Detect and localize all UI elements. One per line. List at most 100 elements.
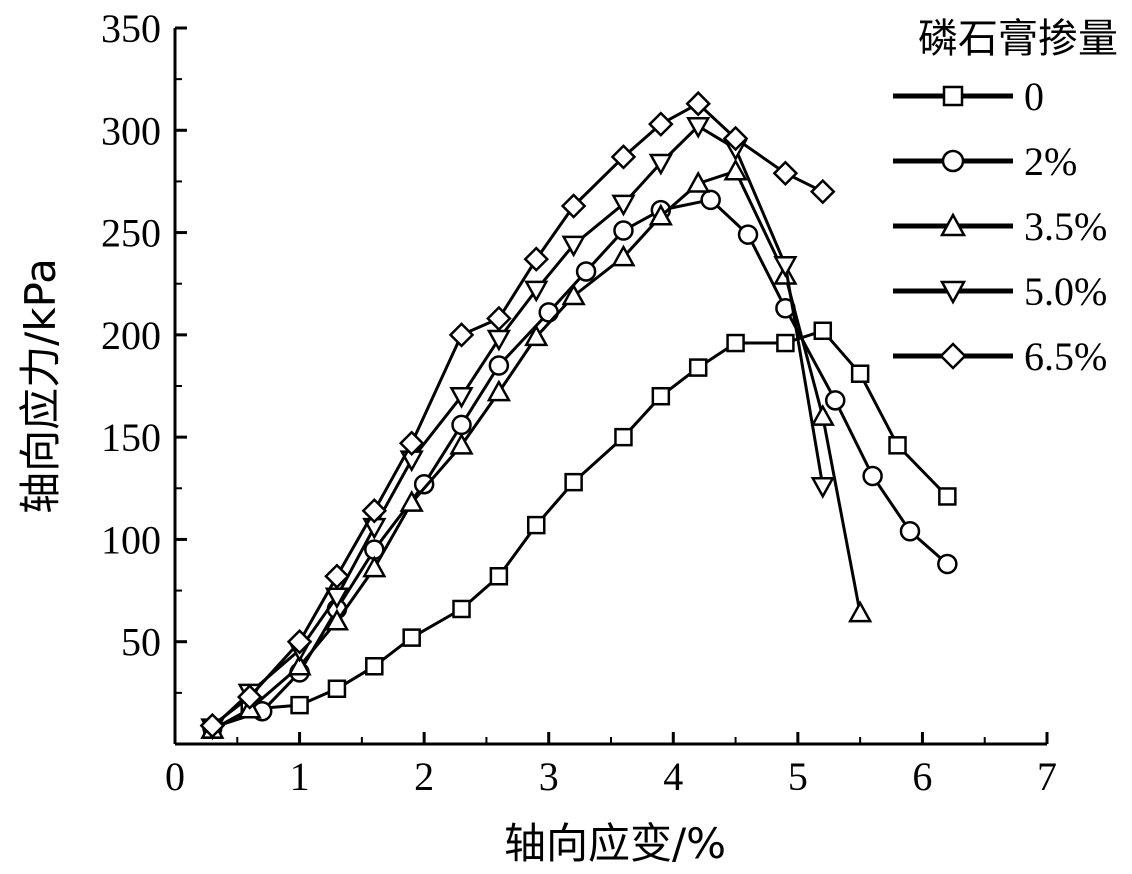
x-tick-label: 3 <box>539 754 559 799</box>
data-point-triangle-up <box>324 608 350 631</box>
legend-title: 磷石膏掺量 <box>918 16 1118 62</box>
data-point-square <box>452 599 471 619</box>
data-point-square <box>888 436 907 455</box>
data-point-triangle-up <box>723 158 748 181</box>
data-point-circle <box>824 390 846 411</box>
data-point-triangle-down <box>486 329 512 352</box>
data-point-diamond <box>648 111 674 137</box>
data-point-circle <box>488 355 510 376</box>
data-point-square <box>327 679 347 699</box>
data-point-triangle-down <box>449 386 474 409</box>
data-point-square <box>365 657 384 676</box>
y-tick-label: 100 <box>101 517 161 562</box>
y-tick-label: 350 <box>101 6 161 51</box>
data-point-circle <box>700 189 721 211</box>
data-point-diamond <box>722 125 749 152</box>
data-point-diamond <box>199 712 226 739</box>
x-tick-label: 0 <box>165 754 185 799</box>
data-point-triangle-up <box>362 555 387 578</box>
data-point-diamond <box>324 563 350 590</box>
x-tick-label: 5 <box>788 754 808 799</box>
x-axis-title: 轴向应变/% <box>504 819 726 868</box>
legend-item: 3.5% <box>893 204 1107 249</box>
data-point-triangle-down <box>939 280 967 305</box>
x-tick-label: 4 <box>663 754 683 799</box>
series-0 <box>203 321 957 739</box>
data-point-triangle-down <box>810 476 835 499</box>
y-tick-label: 300 <box>101 108 161 153</box>
series-layer <box>199 90 958 741</box>
data-point-square <box>489 567 509 586</box>
axes: 0 1 2 3 4 5 6 7 50 100 150 200 250 300 350 <box>101 6 1057 799</box>
data-point-diamond <box>286 628 313 655</box>
data-point-square <box>402 628 421 647</box>
data-point-circle <box>451 414 472 436</box>
series-line <box>211 124 825 729</box>
data-point-triangle-up <box>524 324 549 347</box>
legend-item: 2% <box>893 139 1077 184</box>
data-point-triangle-up <box>486 379 512 402</box>
data-point-triangle-up <box>399 490 424 512</box>
x-tick-label: 2 <box>414 754 434 799</box>
data-point-diamond <box>560 193 587 219</box>
data-point-triangle-up <box>287 653 312 676</box>
data-point-circle <box>575 261 597 282</box>
y-tick-label: 250 <box>101 211 161 256</box>
y-axis-title: 轴向应力/kPa <box>16 258 65 514</box>
legend-label: 2% <box>1024 139 1077 184</box>
legend-item: 6.5% <box>893 334 1107 379</box>
data-point-triangle-down <box>648 153 673 176</box>
data-point-circle <box>613 220 634 241</box>
y-tick-label: 150 <box>101 415 161 460</box>
data-point-triangle-up <box>648 203 673 226</box>
data-point-circle <box>737 224 759 245</box>
data-point-triangle-up <box>939 212 967 237</box>
data-point-square <box>527 515 546 535</box>
x-tick-label: 1 <box>290 754 310 799</box>
legend-label: 3.5% <box>1024 204 1107 249</box>
data-point-circle <box>899 520 921 542</box>
data-point-diamond <box>810 178 836 205</box>
data-point-square <box>614 427 633 447</box>
y-tick-label: 50 <box>121 620 161 665</box>
series-1 <box>202 189 958 738</box>
data-point-triangle-down <box>773 256 798 278</box>
data-point-diamond <box>523 246 550 272</box>
data-point-diamond <box>448 322 475 348</box>
series-2 <box>200 158 873 739</box>
data-point-triangle-down <box>611 194 636 217</box>
data-point-triangle-down <box>524 280 549 303</box>
data-point-triangle-down <box>561 235 586 258</box>
data-point-circle <box>941 149 965 173</box>
data-point-triangle-down <box>686 116 711 139</box>
data-point-diamond <box>361 498 388 524</box>
data-point-diamond <box>939 342 967 370</box>
series-line <box>211 102 824 727</box>
data-point-square <box>564 472 583 492</box>
y-tick-label: 200 <box>101 313 161 358</box>
data-point-triangle-up <box>561 283 586 306</box>
data-point-circle <box>937 553 958 575</box>
legend-item: 0 <box>893 74 1044 119</box>
data-point-triangle-up <box>449 432 474 455</box>
data-point-triangle-up <box>686 170 711 193</box>
data-point-square <box>688 358 708 377</box>
legend-item: 5.0% <box>893 269 1107 314</box>
data-point-square <box>776 333 795 353</box>
data-point-triangle-up <box>810 404 835 426</box>
data-point-circle <box>862 465 883 487</box>
data-point-diamond <box>685 90 711 117</box>
data-point-diamond <box>772 160 799 187</box>
data-point-square <box>813 321 833 341</box>
data-point-square <box>850 364 870 383</box>
data-point-diamond <box>398 430 425 457</box>
x-tick-label: 6 <box>912 754 932 799</box>
legend: 0 2% 3.5% 5.0% 6.5% <box>893 74 1107 379</box>
legend-label: 5.0% <box>1024 269 1107 314</box>
data-point-square <box>651 386 671 406</box>
data-point-square <box>290 695 309 715</box>
data-point-square <box>726 333 745 353</box>
data-point-square <box>938 487 957 506</box>
data-point-diamond <box>486 305 512 332</box>
